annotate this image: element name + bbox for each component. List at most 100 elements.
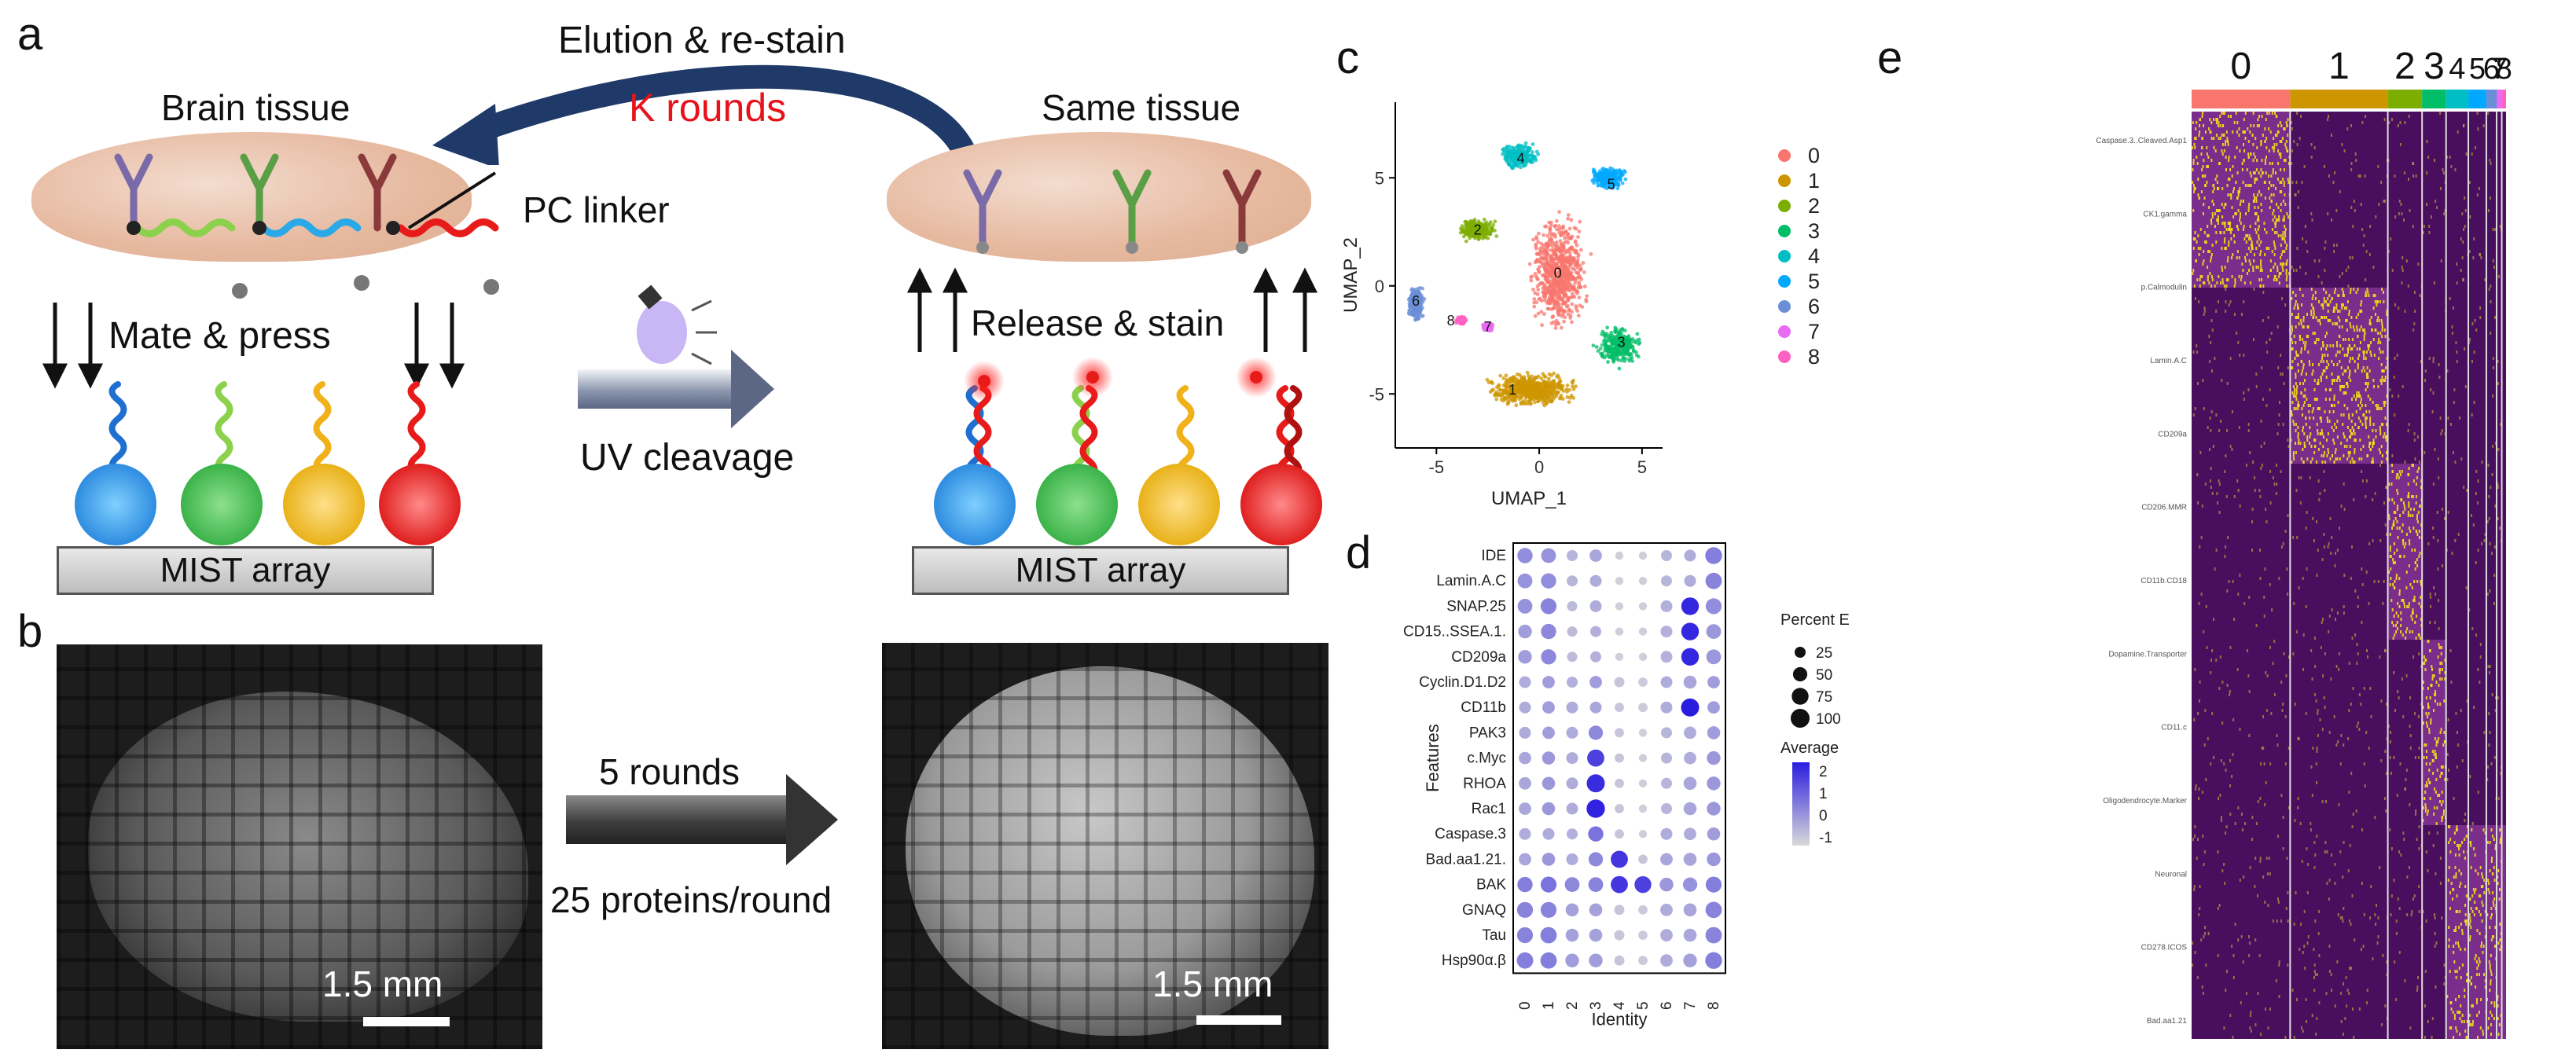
- heatmap-cell: [2192, 244, 2291, 247]
- heatmap-stripe: [2264, 228, 2265, 231]
- panel-e-label: e: [1877, 32, 1903, 83]
- umap-point-cluster-0: [1573, 239, 1578, 244]
- heatmap-stripe: [2322, 303, 2324, 306]
- heatmap-cell: [2468, 240, 2486, 244]
- heatmap-cell: [2497, 212, 2502, 215]
- heatmap-cell: [2486, 284, 2497, 288]
- umap-point-cluster-1: [1529, 381, 1533, 386]
- heatmap-cell: [2387, 288, 2423, 291]
- heatmap-stripe: [2273, 184, 2275, 187]
- heatmap-cell: [2290, 322, 2388, 325]
- umap-point-cluster-0: [1582, 270, 1586, 274]
- umap-point-cluster-0: [1575, 259, 1578, 264]
- heatmap-stripe: [2426, 203, 2428, 206]
- heatmap-cell: [2497, 137, 2502, 140]
- dotplot-feature-label: Bad.aa1.21.: [1426, 851, 1506, 868]
- umap-legend-label: 2: [1808, 194, 1820, 218]
- heatmap-cell: [2501, 212, 2506, 215]
- heatmap-stripe: [2276, 278, 2278, 281]
- umap-point-cluster-0: [1553, 273, 1558, 277]
- heatmap-stripe: [2233, 121, 2236, 124]
- heatmap-stripe: [2213, 118, 2214, 121]
- heatmap-cell: [2497, 319, 2502, 322]
- heatmap-stripe: [2199, 275, 2202, 278]
- heatmap-stripe: [2284, 159, 2285, 162]
- heatmap-cell: [2468, 181, 2486, 184]
- heatmap-stripe: [2277, 124, 2280, 127]
- heatmap-stripe: [2207, 165, 2209, 168]
- umap-point-cluster-0: [1568, 263, 1572, 267]
- heatmap-cell: [2497, 206, 2502, 209]
- heatmap-stripe: [2408, 178, 2409, 181]
- heatmap-cell: [2192, 218, 2291, 222]
- heatmap-cell: [2486, 269, 2497, 272]
- heatmap-cell: [2290, 118, 2388, 121]
- heatmap-cell: [2422, 288, 2446, 291]
- heatmap-cell: [2468, 162, 2486, 165]
- umap-point-cluster-1: [1565, 390, 1569, 394]
- heatmap-stripe: [2228, 156, 2230, 159]
- umap-point-cluster-0: [1561, 291, 1566, 295]
- heatmap-stripe: [2310, 288, 2313, 291]
- umap-point-cluster-8: [1459, 317, 1464, 321]
- heatmap-cell: [2422, 168, 2446, 171]
- umap-point-cluster-3: [1626, 341, 1630, 346]
- heatmap-stripe: [2227, 278, 2229, 281]
- heatmap-stripe: [2302, 294, 2304, 297]
- umap-point-cluster-3: [1631, 348, 1636, 352]
- umap-point-cluster-0: [1549, 223, 1553, 227]
- umap-point-cluster-0: [1564, 300, 1567, 305]
- umap-point-cluster-1: [1527, 399, 1531, 403]
- heatmap-stripe: [2341, 325, 2343, 328]
- heatmap-stripe: [2274, 231, 2276, 234]
- heatmap-stripe: [2228, 303, 2230, 306]
- heatmap-cell: [2290, 300, 2388, 303]
- heatmap-cell: [2387, 281, 2423, 284]
- heatmap-cell: [2387, 319, 2423, 322]
- umap-point-cluster-4: [1530, 150, 1534, 154]
- umap-point-cluster-1: [1556, 386, 1560, 390]
- umap-point-cluster-1: [1558, 396, 1562, 401]
- umap-point-cluster-1: [1565, 384, 1570, 387]
- bead-red-left: [379, 464, 461, 545]
- umap-point-cluster-0: [1532, 300, 1536, 305]
- heatmap-stripe: [2253, 124, 2255, 127]
- heatmap-cell: [2387, 152, 2423, 156]
- heatmap-cell: [2486, 250, 2497, 253]
- heatmap-cell: [2387, 168, 2423, 171]
- heatmap-stripe: [2203, 281, 2204, 284]
- heatmap-stripe: [2193, 187, 2196, 190]
- heatmap-stripe: [2231, 275, 2233, 278]
- umap-point-cluster-0: [1584, 299, 1589, 303]
- heatmap-stripe: [2317, 319, 2319, 322]
- heatmap-cell: [2486, 181, 2497, 184]
- heatmap-stripe: [2314, 291, 2317, 294]
- heatmap-stripe: [2225, 300, 2227, 303]
- heatmap-stripe: [2468, 181, 2471, 184]
- mist-array-right: MIST array: [912, 546, 1289, 595]
- heatmap-cell: [2422, 222, 2446, 225]
- heatmap-stripe: [2250, 244, 2252, 247]
- umap-point-cluster-3: [1616, 350, 1621, 355]
- heatmap-stripe: [2229, 178, 2231, 181]
- heatmap-stripe: [2229, 228, 2232, 231]
- heatmap-stripe: [2335, 288, 2336, 291]
- umap-point-cluster-0: [1561, 226, 1565, 230]
- umap-point-cluster-0: [1558, 248, 1563, 252]
- umap-point-cluster-5: [1603, 174, 1608, 179]
- heatmap-stripe: [2263, 222, 2265, 225]
- umap-point-cluster-3: [1619, 352, 1624, 357]
- heatmap-cell: [2497, 222, 2502, 225]
- dotplot-dot: [1615, 551, 1624, 560]
- heatmap-stripe: [2218, 162, 2220, 165]
- heatmap-cell: [2497, 143, 2502, 146]
- dotplot-dot: [1707, 827, 1721, 841]
- dotplot-dot: [1614, 930, 1625, 941]
- cycle-label: Elution & re-stain: [558, 20, 846, 61]
- heatmap-cell: [2468, 149, 2486, 152]
- heatmap-stripe: [2408, 115, 2410, 118]
- umap-point-cluster-0: [1553, 326, 1558, 330]
- heatmap-stripe: [2287, 134, 2289, 137]
- heatmap-cell: [2422, 165, 2446, 168]
- heatmap-stripe: [2220, 231, 2222, 234]
